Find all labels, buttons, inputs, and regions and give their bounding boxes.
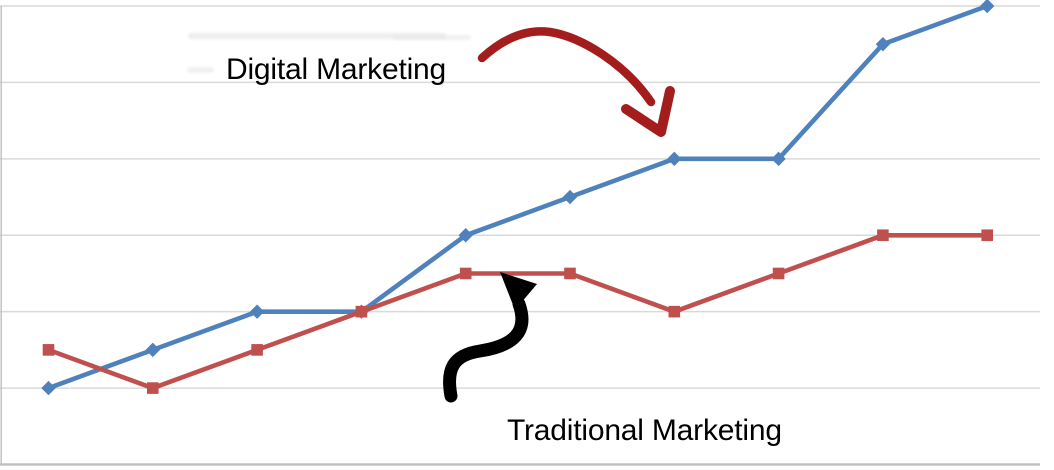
- gridlines: [0, 5, 1040, 466]
- marker-square-traditional-marketing: [668, 305, 681, 318]
- marker-square-traditional-marketing: [564, 267, 576, 280]
- erased-watermark-smudge: [187, 33, 471, 73]
- traditional-marketing-label: Traditional Marketing: [507, 414, 782, 447]
- series-line-digital-marketing: [46, 3, 990, 391]
- digital-annotation-arrow: [477, 27, 675, 137]
- marker-diamond-digital-marketing: [562, 189, 578, 205]
- series: [41, 0, 995, 396]
- traditional-arrowhead-icon: [500, 272, 537, 310]
- marker-square-traditional-marketing: [147, 382, 159, 394]
- marker-diamond-digital-marketing: [875, 37, 891, 52]
- series-line-traditional-marketing: [46, 233, 990, 391]
- marker-square-traditional-marketing: [772, 267, 785, 280]
- marker-square-traditional-marketing: [877, 229, 889, 242]
- marker-diamond-digital-marketing: [980, 0, 995, 14]
- marker-diamond-digital-marketing: [667, 151, 682, 167]
- marker-diamond-digital-marketing: [771, 151, 786, 167]
- marker-square-traditional-marketing: [459, 267, 472, 280]
- digital-marketing-label: Digital Marketing: [226, 53, 447, 86]
- marker-diamond-digital-marketing: [458, 228, 473, 243]
- marker-diamond-digital-marketing: [41, 380, 56, 396]
- marker-square-traditional-marketing: [355, 305, 368, 318]
- traditional-arrow-tail: [443, 297, 529, 403]
- digital-arrowhead-icon: [621, 86, 675, 137]
- marker-square-traditional-marketing: [981, 229, 993, 242]
- traditional-annotation-arrow: [443, 272, 537, 403]
- marker-diamond-digital-marketing: [249, 304, 265, 319]
- digital-arrow-tail: [477, 27, 656, 107]
- marker-square-traditional-marketing: [251, 344, 263, 356]
- marker-diamond-digital-marketing: [145, 342, 160, 358]
- marker-square-traditional-marketing: [42, 344, 55, 356]
